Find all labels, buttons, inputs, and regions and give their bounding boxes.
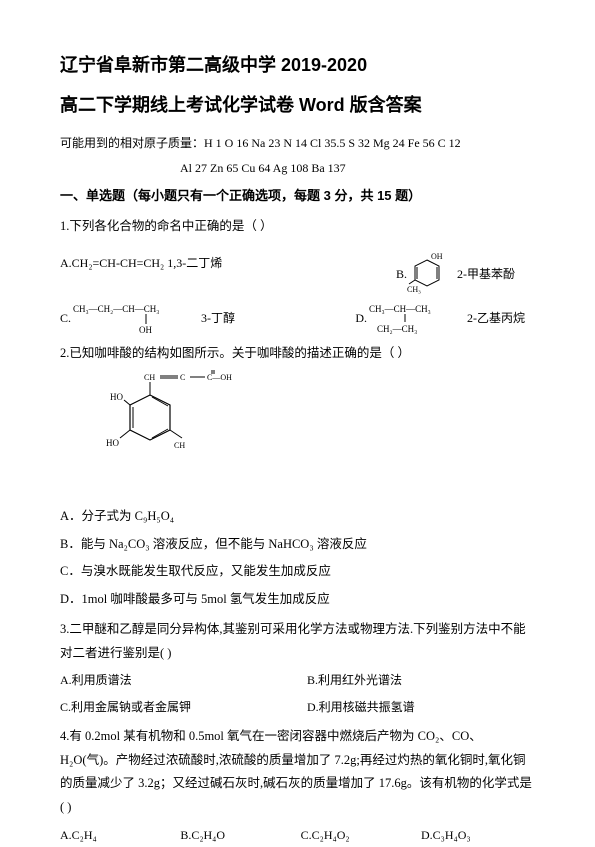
svg-text:CH₃: CH₃ <box>407 285 421 294</box>
q2-opt-c: C．与溴水既能发生取代反应，又能发生加成反应 <box>60 560 535 584</box>
section-header: 一、单选题（每小题只有一个正确选项，每题 3 分，共 15 题） <box>60 184 535 209</box>
doc-title: 辽宁省阜新市第二高级中学 2019-2020 <box>60 48 535 82</box>
caffeic-acid-structure-icon: HO HO CH CH C C—OH O <box>90 370 260 480</box>
q1-opt-c-text: 3-丁醇 <box>201 307 235 330</box>
svg-text:O: O <box>209 370 215 371</box>
svg-text:C: C <box>180 373 185 382</box>
phenol-structure-icon: OH CH₃ <box>407 252 457 296</box>
doc-subtitle: 高二下学期线上考试化学试卷 Word 版含答案 <box>60 88 535 122</box>
atomic-masses-1: 可能用到的相对原子质量：H 1 O 16 Na 23 N 14 Cl 35.5 … <box>60 132 535 155</box>
atomic-masses-2: Al 27 Zn 65 Cu 64 Ag 108 Ba 137 <box>60 157 535 180</box>
svg-text:HO: HO <box>106 438 119 448</box>
q3-opt-d: D.利用核磁共振氢谱 <box>307 696 535 719</box>
q2-opt-d: D．1mol 咖啡酸最多可与 5mol 氢气发生加成反应 <box>60 588 535 612</box>
q4-opt-a: A.C₂H₄ <box>60 824 174 847</box>
q3-opt-a: A.利用质谱法 <box>60 669 288 692</box>
q1-opt-b-label: B. <box>396 263 407 286</box>
q4-stem: 4.有 0.2mol 某有机物和 0.5mol 氧气在一密闭容器中燃烧后产物为 … <box>60 725 535 820</box>
q4-opt-d: D.C₃H₄O₃ <box>421 824 535 847</box>
q2-stem: 2.已知咖啡酸的结构如图所示。关于咖啡酸的描述正确的是（ ） <box>60 342 535 366</box>
q3-opt-c: C.利用金属钠或者金属钾 <box>60 696 288 719</box>
q1-opt-b-text: 2-甲基苯酚 <box>457 263 515 286</box>
svg-text:CH: CH <box>174 441 185 450</box>
ethylpropane-structure-icon: CH₃—CH—CH₃ CH₂—CH₃ <box>367 300 467 336</box>
q1-opt-c: C. CH₃—CH₂—CH—CH₃ OH 3-丁醇 <box>60 300 235 336</box>
q1-opt-a-text: A.CH₂=CH-CH=CH₂ 1,3-二丁烯 <box>60 252 222 275</box>
svg-text:OH: OH <box>139 325 152 335</box>
q4-opt-b: B.C₂H₄O <box>180 824 294 847</box>
butanol-structure-icon: CH₃—CH₂—CH—CH₃ OH <box>71 300 201 336</box>
q1-opt-b: B. OH CH₃ 2-甲基苯酚 <box>396 252 515 296</box>
svg-text:C—OH: C—OH <box>207 373 232 382</box>
q1-opt-d-label: D. <box>355 307 367 330</box>
svg-text:OH: OH <box>431 252 443 261</box>
svg-text:CH₃—CH₂—CH—CH₃: CH₃—CH₂—CH—CH₃ <box>73 304 159 314</box>
q1-stem: 1.下列各化合物的命名中正确的是（ ） <box>60 215 535 239</box>
q3-stem: 3.二甲醚和乙醇是同分异构体,其鉴别可采用化学方法或物理方法.下列鉴别方法中不能… <box>60 618 535 666</box>
q1-opt-a: A.CH₂=CH-CH=CH₂ 1,3-二丁烯 <box>60 252 222 275</box>
q2-opt-a: A．分子式为 C₉H₅O₄ <box>60 505 535 529</box>
q4-opt-c: C.C₂H₄O₂ <box>301 824 415 847</box>
q1-opt-c-label: C. <box>60 307 71 330</box>
q2-opt-b: B．能与 Na₂CO₃ 溶液反应，但不能与 NaHCO₃ 溶液反应 <box>60 533 535 557</box>
q1-opt-d: D. CH₃—CH—CH₃ CH₂—CH₃ 2-乙基丙烷 <box>355 300 525 336</box>
svg-text:CH₂—CH₃: CH₂—CH₃ <box>377 324 417 334</box>
svg-text:CH₃—CH—CH₃: CH₃—CH—CH₃ <box>369 304 431 314</box>
q3-opt-b: B.利用红外光谱法 <box>307 669 535 692</box>
svg-text:CH: CH <box>144 373 155 382</box>
q1-opt-d-text: 2-乙基丙烷 <box>467 307 525 330</box>
svg-text:HO: HO <box>110 392 123 402</box>
